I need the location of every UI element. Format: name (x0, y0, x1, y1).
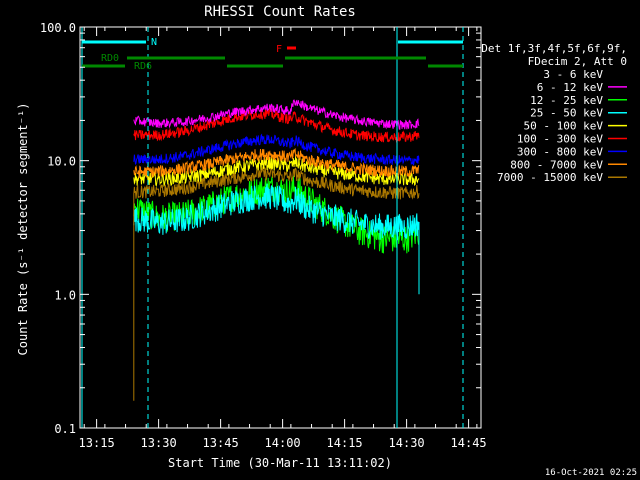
y-tick-label: 0.1 (54, 422, 76, 436)
x-tick-label: 14:45 (451, 436, 487, 450)
legend-entry-label: 7000 - 15000 keV (497, 171, 603, 184)
y-axis-label: Count Rate (s⁻¹ detector segment⁻¹) (16, 103, 30, 356)
x-tick-label: 13:15 (79, 436, 115, 450)
series-line-4 (133, 156, 420, 188)
annotation-label-rd6: RD6 (134, 61, 152, 72)
x-tick-label: 14:15 (327, 436, 363, 450)
legend-entry-label: 6 - 12 keV (537, 81, 604, 94)
legend: Det 1f,3f,4f,5f,6f,9f, FDecim 2, Att 0 3… (481, 42, 627, 184)
series-line-1 (133, 99, 420, 130)
legend-entry-label: 50 - 100 keV (524, 120, 604, 133)
legend-header-line-2: FDecim 2, Att 0 (528, 55, 627, 68)
series-line-6 (133, 133, 420, 166)
annotation-label-f: F (276, 44, 282, 55)
x-tick-label: 14:30 (389, 436, 425, 450)
x-tick-label: 14:00 (265, 436, 301, 450)
annotation-layer: N RD0 RD6 F (81, 27, 464, 428)
plot-frame (79, 26, 482, 429)
legend-entry-label: 25 - 50 keV (530, 107, 603, 120)
series-line-3 (133, 183, 420, 295)
y-tick-label: 10.0 (47, 155, 76, 169)
legend-entry-label: 100 - 300 keV (517, 133, 603, 146)
x-tick-label: 13:45 (203, 436, 239, 450)
axis-layer: 13:15 13:30 13:45 14:00 14:15 14:30 14:45 0.1 1.… (40, 21, 487, 450)
x-axis-label: Start Time (30-Mar-11 13:11:02) (168, 456, 392, 470)
series-line-8 (133, 166, 420, 401)
y-tick-label: 1.0 (54, 288, 76, 302)
x-tick-label: 13:30 (141, 436, 177, 450)
annotation-label-n: N (151, 37, 157, 48)
series-line-5 (133, 107, 420, 143)
y-tick-label: 100.0 (40, 21, 76, 35)
legend-entry-label: 800 - 7000 keV (510, 158, 603, 171)
legend-entry-label: 3 - 6 keV (543, 68, 603, 81)
chart-title: RHESSI Count Rates (204, 4, 356, 20)
series-line-7 (133, 147, 420, 178)
legend-header-line-1: Det 1f,3f,4f,5f,6f,9f, (481, 42, 627, 55)
legend-entry-label: 12 - 25 keV (530, 94, 603, 107)
footer-timestamp: 16-Oct-2021 02:25 (545, 468, 637, 478)
annotation-label-rd0: RD0 (101, 53, 119, 64)
legend-entry-label: 300 - 800 keV (517, 145, 603, 158)
plot-data-layer (133, 99, 420, 401)
